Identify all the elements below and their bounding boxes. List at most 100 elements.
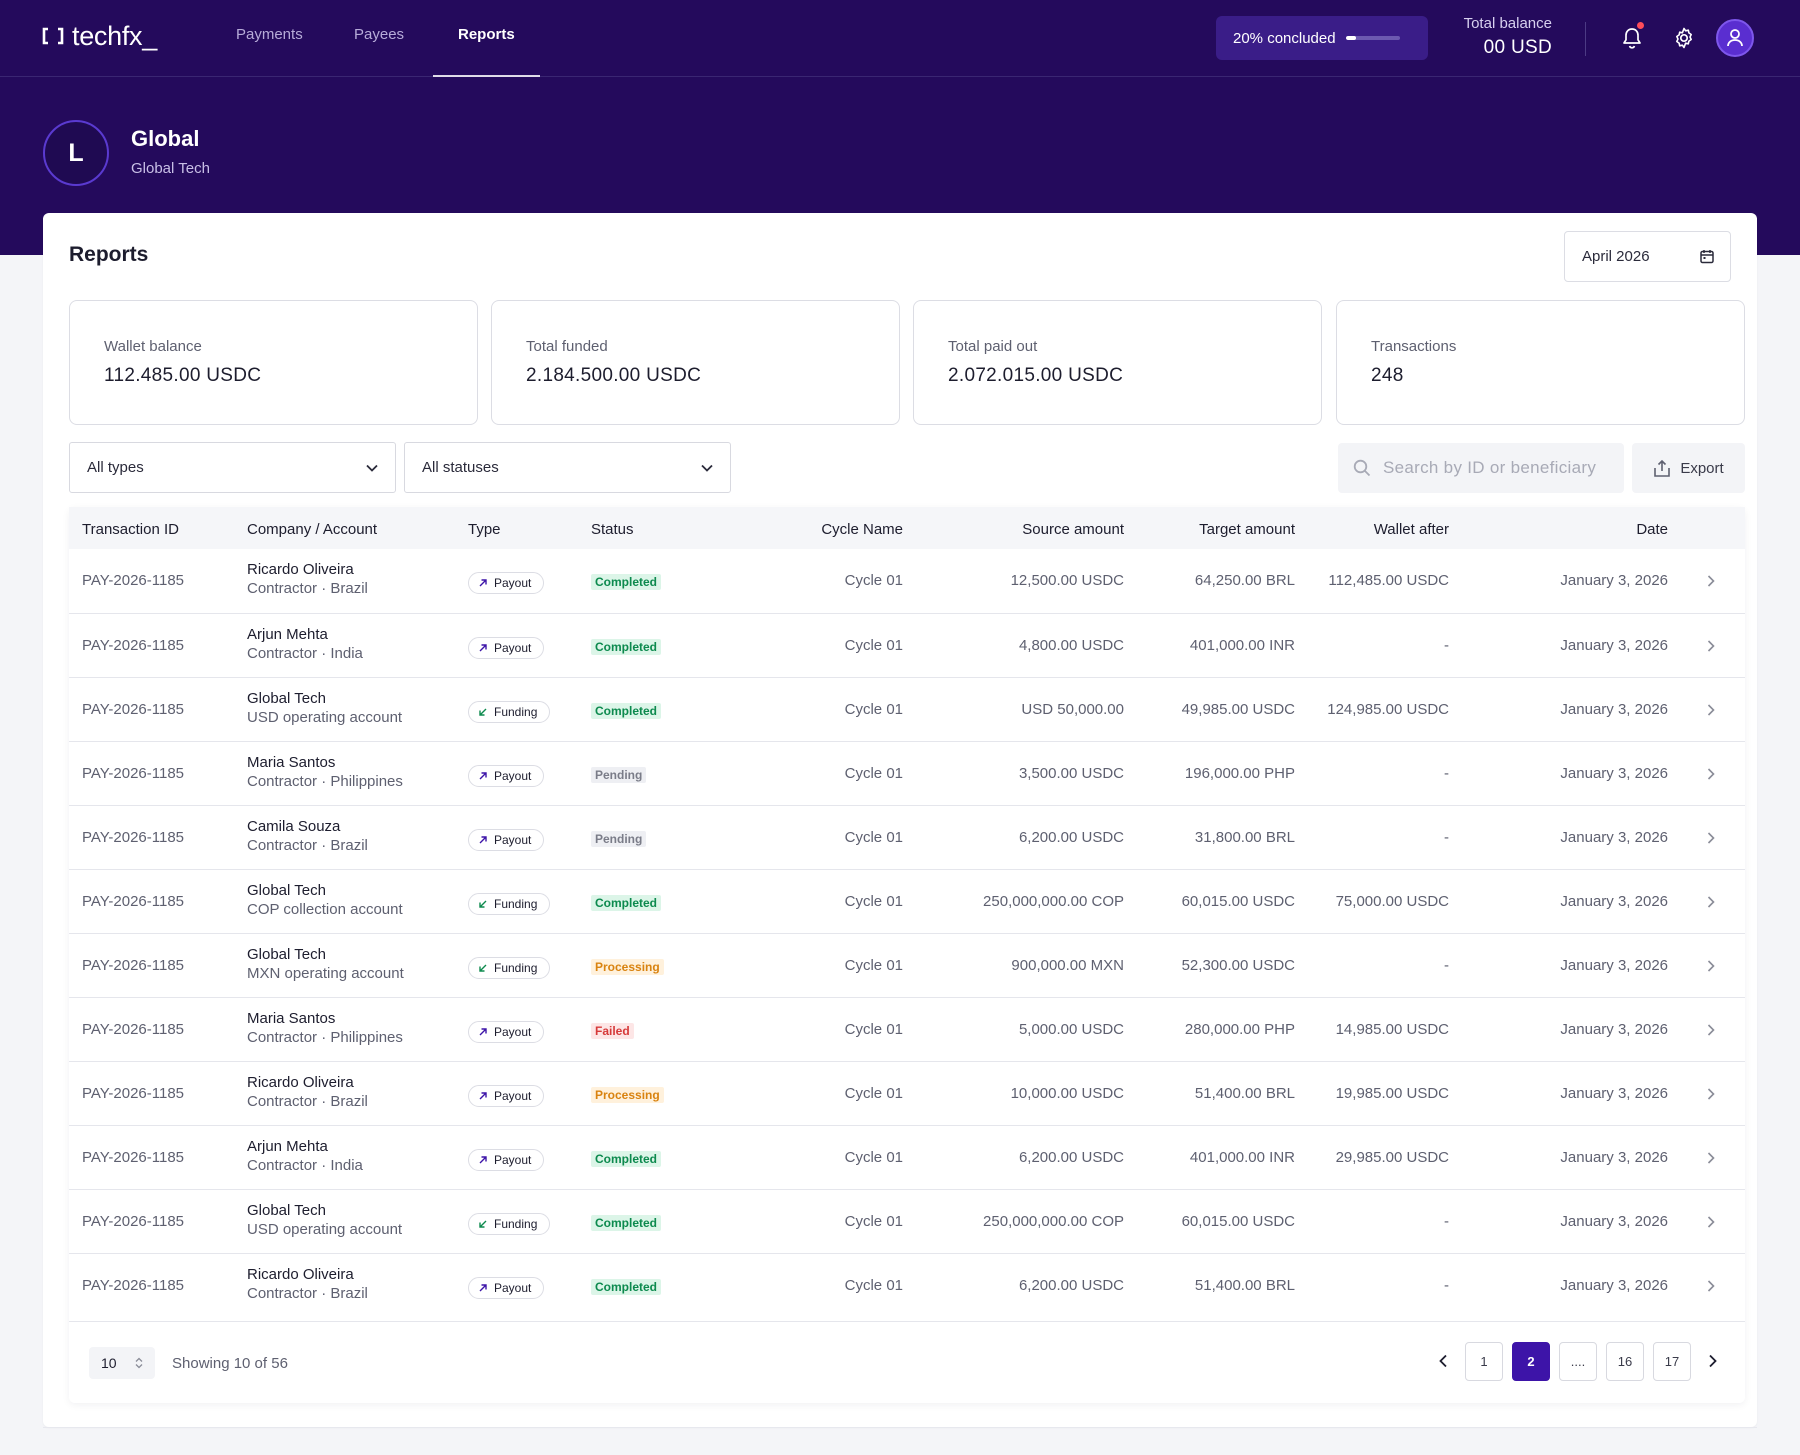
- transaction-date: January 3, 2026: [1560, 1149, 1668, 1166]
- wallet-after: 19,985.00 USDC: [1335, 1085, 1449, 1102]
- table-row[interactable]: PAY-2026-1185 Global Tech MXN operating ac…: [69, 933, 1745, 997]
- wallet-after: -: [1444, 957, 1449, 974]
- chevron-left-icon: [1439, 1354, 1447, 1368]
- notifications-button[interactable]: [1616, 22, 1648, 54]
- type-label: Payout: [494, 1025, 532, 1039]
- type-chip: Payout: [468, 572, 545, 594]
- open-row-button[interactable]: [1706, 1022, 1720, 1038]
- table-row[interactable]: PAY-2026-1185 Arjun Mehta Contractor · Ind…: [69, 1125, 1745, 1189]
- company-account: Global Tech MXN operating account: [247, 946, 404, 982]
- status-filter-select[interactable]: All statuses: [404, 442, 731, 493]
- target-amount: 52,300.00 USDC: [1181, 957, 1295, 974]
- period-value: April 2026: [1582, 248, 1650, 265]
- source-amount: 4,800.00 USDC: [1018, 637, 1124, 654]
- col-status: Status: [591, 521, 634, 538]
- period-picker[interactable]: April 2026: [1564, 231, 1731, 282]
- table-row[interactable]: PAY-2026-1185 Global Tech USD operating ac…: [69, 1189, 1745, 1253]
- transaction-date: January 3, 2026: [1560, 1085, 1668, 1102]
- page-button-16[interactable]: 16: [1606, 1342, 1644, 1381]
- open-row-button[interactable]: [1706, 1278, 1720, 1294]
- open-row-button[interactable]: [1706, 1086, 1720, 1102]
- table-row[interactable]: PAY-2026-1185 Arjun Mehta Contractor · Ind…: [69, 613, 1745, 677]
- page-button-17[interactable]: 17: [1653, 1342, 1691, 1381]
- rows-per-page-select[interactable]: 10: [89, 1347, 155, 1379]
- table-row[interactable]: PAY-2026-1185 Camila Souza Contractor · Br…: [69, 805, 1745, 869]
- arrow-up-right-icon: [479, 1156, 487, 1164]
- open-row-button[interactable]: [1706, 638, 1720, 654]
- chevron-right-icon: [1707, 640, 1715, 652]
- status-badge: Completed: [591, 574, 662, 590]
- page-button-2[interactable]: 2: [1512, 1342, 1550, 1381]
- open-row-button[interactable]: [1706, 830, 1720, 846]
- transaction-date: January 3, 2026: [1560, 637, 1668, 654]
- gear-icon: [1676, 27, 1692, 49]
- settings-button[interactable]: [1668, 22, 1700, 54]
- arrow-up-right-icon: [479, 644, 487, 652]
- cycle-name: Cycle 01: [844, 1277, 903, 1294]
- type-filter-select[interactable]: All types: [69, 442, 396, 493]
- table-row[interactable]: PAY-2026-1185 Maria Santos Contractor · Ph…: [69, 997, 1745, 1061]
- open-row-button[interactable]: [1706, 1150, 1720, 1166]
- chevron-down-icon: [701, 464, 713, 472]
- cycle-name: Cycle 01: [844, 829, 903, 846]
- export-button[interactable]: Export: [1632, 443, 1745, 493]
- open-row-button[interactable]: [1706, 894, 1720, 910]
- prev-page-button[interactable]: [1433, 1351, 1453, 1371]
- table-row[interactable]: PAY-2026-1185 Ricardo Oliveira Contractor …: [69, 549, 1745, 613]
- type-label: Funding: [494, 705, 538, 719]
- target-amount: 401,000.00 INR: [1189, 1149, 1295, 1166]
- open-row-button[interactable]: [1706, 958, 1720, 974]
- search-input[interactable]: [1383, 458, 1613, 478]
- table-row[interactable]: PAY-2026-1185 Maria Santos Contractor · Ph…: [69, 741, 1745, 805]
- table-row[interactable]: PAY-2026-1185 Ricardo Oliveira Contractor …: [69, 1061, 1745, 1125]
- cycle-name: Cycle 01: [844, 765, 903, 782]
- company-account: Arjun Mehta Contractor · India: [247, 1138, 363, 1174]
- brand-logo[interactable]: techfx_: [42, 20, 157, 52]
- status-badge: Completed: [591, 639, 662, 655]
- calendar-icon: [1700, 250, 1714, 264]
- open-row-button[interactable]: [1706, 1214, 1720, 1230]
- progress-indicator[interactable]: 20% concluded: [1216, 16, 1428, 60]
- table-row[interactable]: PAY-2026-1185 Global Tech USD operating ac…: [69, 677, 1745, 741]
- company-name: Global Tech: [247, 882, 326, 899]
- status-badge: Completed: [591, 703, 662, 719]
- nav-item-payees[interactable]: Payees: [354, 26, 405, 43]
- col-date: Date: [1636, 521, 1668, 538]
- company-account: Ricardo Oliveira Contractor · Brazil: [247, 1074, 368, 1110]
- next-page-button[interactable]: [1703, 1351, 1723, 1371]
- stat-value: 2.072.015.00 USDC: [948, 365, 1124, 386]
- page-button-1[interactable]: 1: [1465, 1342, 1503, 1381]
- transaction-id: PAY-2026-1185: [82, 957, 185, 974]
- profile-button[interactable]: [1716, 19, 1754, 57]
- chevron-down-icon: [366, 464, 378, 472]
- nav-item-payments[interactable]: Payments: [236, 26, 303, 43]
- source-amount: 900,000.00 MXN: [1011, 957, 1124, 974]
- open-row-button[interactable]: [1706, 766, 1720, 782]
- logo-mark-icon: [42, 27, 64, 45]
- status-badge: Completed: [591, 895, 662, 911]
- company-account: Arjun Mehta Contractor · India: [247, 626, 363, 662]
- chevron-right-icon: [1707, 1152, 1715, 1164]
- open-row-button[interactable]: [1706, 702, 1720, 718]
- wallet-after: 14,985.00 USDC: [1335, 1021, 1449, 1038]
- header-divider: [1585, 22, 1586, 56]
- notification-dot: [1637, 22, 1644, 29]
- chevron-right-icon: [1707, 768, 1715, 780]
- target-amount: 51,400.00 BRL: [1194, 1085, 1295, 1102]
- table-row[interactable]: PAY-2026-1185 Global Tech COP collection a…: [69, 869, 1745, 933]
- source-amount: 6,200.00 USDC: [1018, 1277, 1124, 1294]
- table-footer: 10 Showing 10 of 56 1 2 .... 16 17: [69, 1321, 1745, 1403]
- transaction-id: PAY-2026-1185: [82, 701, 185, 718]
- transaction-id: PAY-2026-1185: [82, 1021, 185, 1038]
- type-chip: Payout: [468, 765, 545, 787]
- wallet-after: -: [1444, 1213, 1449, 1230]
- nav-item-reports[interactable]: Reports: [458, 26, 515, 43]
- arrow-down-left-icon: [479, 1220, 487, 1228]
- open-row-button[interactable]: [1706, 573, 1720, 589]
- header-band: [0, 0, 1800, 255]
- search-box[interactable]: [1338, 443, 1624, 493]
- company-name: Ricardo Oliveira: [247, 561, 354, 578]
- total-balance-label: Total balance: [1463, 15, 1552, 32]
- table-row[interactable]: PAY-2026-1185 Ricardo Oliveira Contractor …: [69, 1253, 1745, 1317]
- target-amount: 60,015.00 USDC: [1181, 893, 1295, 910]
